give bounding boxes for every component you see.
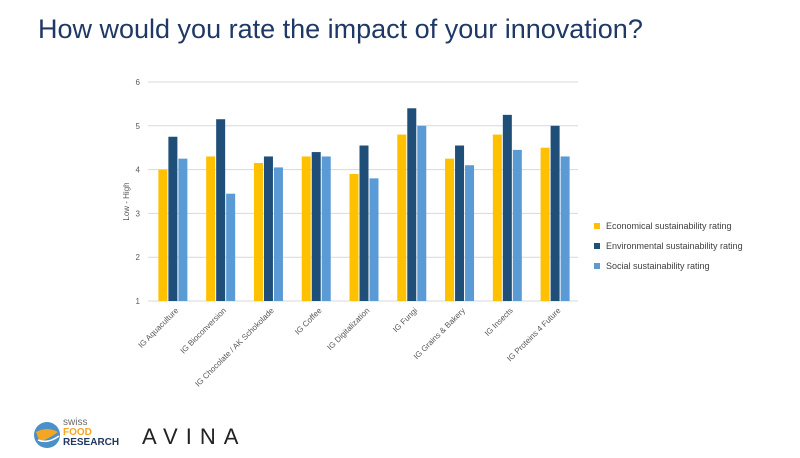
bar	[512, 149, 522, 301]
slide-title: How would you rate the impact of your in…	[38, 14, 643, 44]
logo-text-food: FOOD	[63, 427, 92, 438]
globe-icon	[34, 422, 60, 448]
bar	[492, 134, 502, 301]
legend-swatch	[594, 243, 600, 249]
bar	[397, 134, 407, 301]
x-tick-label: IG Chocolate / AK Schokolade	[193, 306, 276, 389]
bar	[263, 156, 273, 301]
x-tick-label: IG Insects	[483, 306, 515, 338]
x-tick-label: IG Bioconversion	[179, 306, 228, 355]
y-tick-label: 2	[136, 253, 141, 262]
y-tick-label: 6	[136, 78, 141, 87]
y-tick-label: 1	[136, 297, 141, 306]
bar	[550, 125, 560, 301]
bar	[273, 167, 283, 301]
bar	[168, 136, 178, 301]
bar	[311, 152, 321, 301]
avina-logo: AVINA	[142, 424, 247, 449]
y-tick-label: 5	[136, 122, 141, 131]
bar	[455, 145, 465, 301]
bar	[417, 125, 427, 301]
chart-legend: Economical sustainability rating Environm…	[594, 216, 743, 276]
y-tick-label: 3	[136, 209, 141, 218]
legend-label: Economical sustainability rating	[606, 221, 732, 231]
legend-swatch	[594, 263, 600, 269]
x-tick-label: IG Coffee	[293, 306, 324, 337]
bar	[560, 156, 570, 301]
logo-text-research: RESEARCH	[63, 437, 120, 448]
bar	[301, 156, 311, 301]
bar	[407, 108, 417, 301]
y-axis-label: Low - High	[122, 182, 131, 220]
legend-item: Economical sustainability rating	[594, 216, 743, 236]
x-tick-label: IG Proteins 4 Future	[505, 306, 563, 364]
bar	[359, 145, 369, 301]
bar	[158, 169, 168, 301]
bar	[321, 156, 331, 301]
bar	[502, 114, 512, 301]
legend-item: Environmental sustainability rating	[594, 236, 743, 256]
legend-item: Social sustainability rating	[594, 256, 743, 276]
bar	[540, 147, 550, 301]
bar	[349, 173, 359, 301]
bar	[206, 156, 216, 301]
bar	[253, 163, 263, 301]
x-tick-label: IG Digitalization	[325, 306, 371, 352]
x-tick-label: IG Fungi	[391, 306, 419, 334]
legend-swatch	[594, 223, 600, 229]
bar	[369, 178, 379, 301]
legend-label: Environmental sustainability rating	[606, 241, 743, 251]
bar	[226, 193, 236, 301]
bar	[445, 158, 455, 301]
bar	[178, 158, 188, 301]
x-tick-label: IG Aquaculture	[137, 306, 181, 350]
x-tick-label: IG Grains & Bakery	[412, 306, 467, 361]
bar	[216, 119, 226, 301]
y-tick-label: 4	[136, 166, 141, 175]
bar	[465, 165, 475, 301]
logo-text-swiss: swiss	[63, 417, 88, 428]
legend-label: Social sustainability rating	[606, 261, 710, 271]
